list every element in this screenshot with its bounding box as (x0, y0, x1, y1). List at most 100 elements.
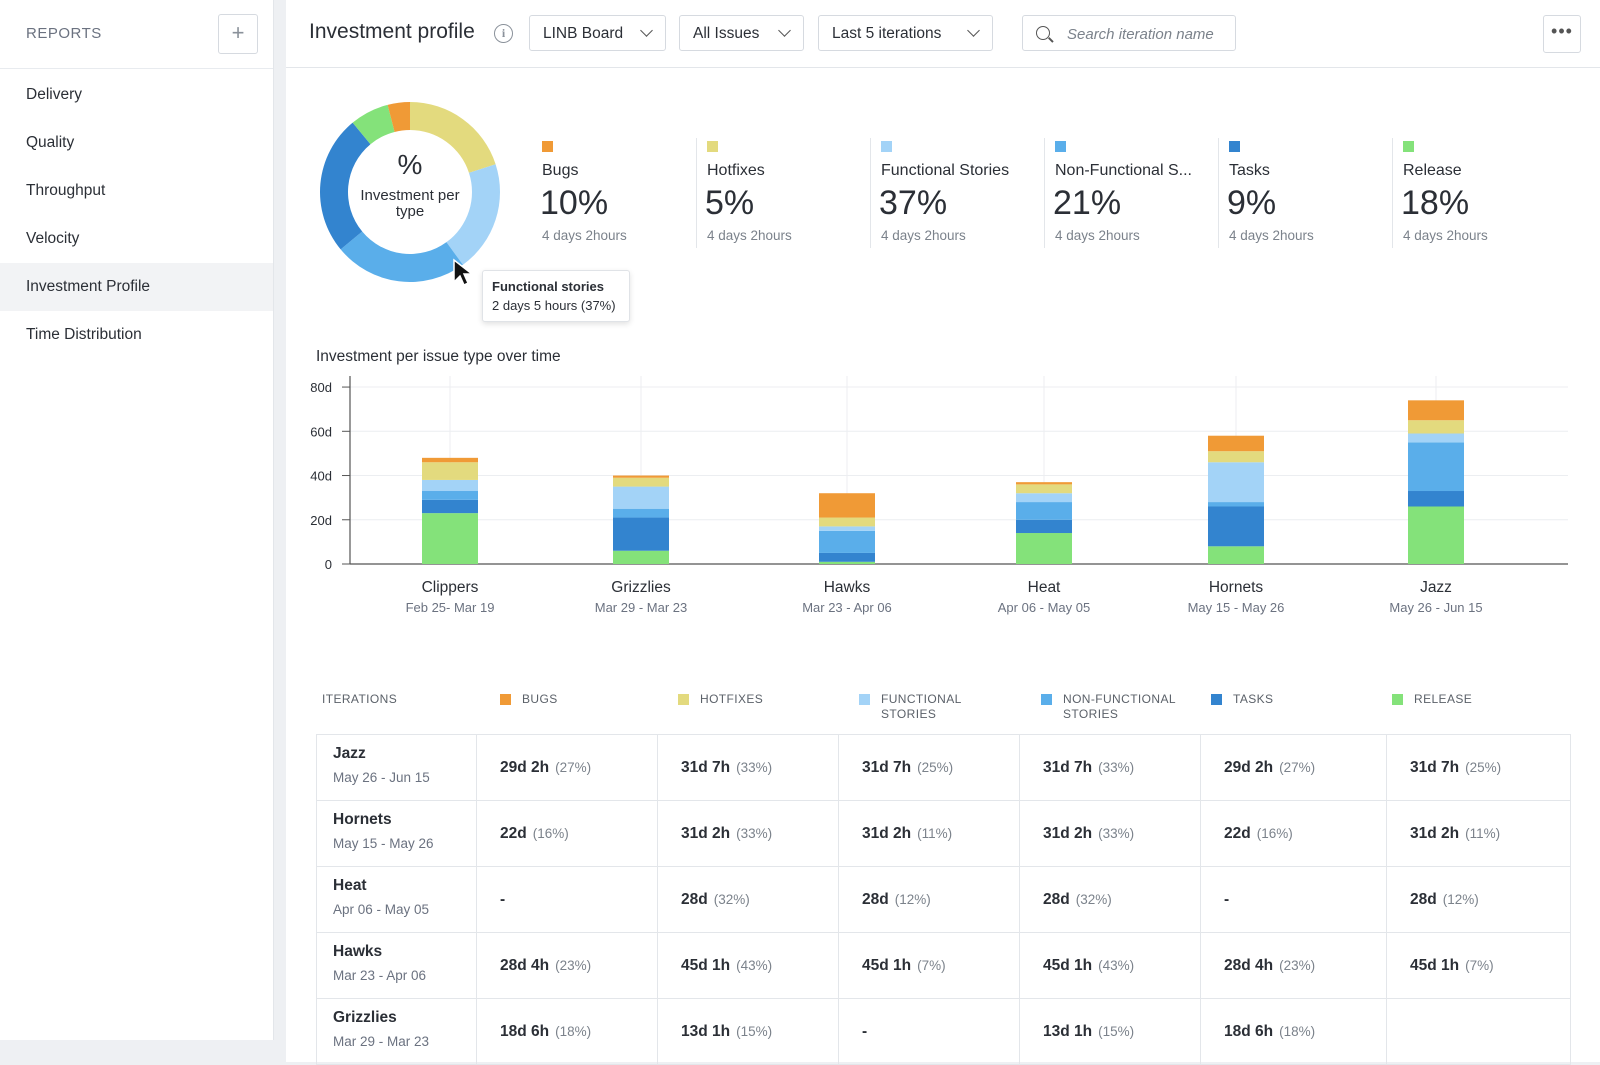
bar-segment-nonfunctional[interactable] (1408, 442, 1464, 492)
bar-segment-release[interactable] (1408, 506, 1464, 564)
bar-segment-release[interactable] (422, 513, 478, 564)
percent-value: (16%) (532, 826, 569, 841)
bar-segment-hotfixes[interactable] (422, 462, 478, 480)
duration-value: 45d 1h (1043, 957, 1093, 974)
donut-slice[interactable] (446, 164, 500, 265)
bar-segment-tasks[interactable] (1208, 506, 1264, 547)
donut-slice[interactable] (340, 231, 463, 282)
column-header[interactable]: ITERATIONS (322, 692, 398, 706)
bar-segment-tasks[interactable] (1016, 519, 1072, 534)
cell-value (1410, 1023, 1416, 1041)
sidebar-item[interactable]: Delivery (26, 86, 82, 103)
bar-segment-bugs[interactable] (1016, 482, 1072, 485)
column-header[interactable]: BUGS (522, 692, 558, 706)
duration-value: 45d 1h (862, 957, 912, 974)
bar-segment-tasks[interactable] (613, 517, 669, 551)
sidebar-item[interactable]: Time Distribution (26, 326, 142, 343)
donut-slice[interactable] (410, 102, 496, 173)
bar-segment-hotfixes[interactable] (1408, 420, 1464, 434)
stat-duration: 4 days 2hours (881, 228, 966, 243)
sidebar-item[interactable]: Investment Profile (0, 263, 273, 311)
cell-value: 28d (12%) (1410, 891, 1479, 909)
column-header[interactable]: NON-FUNCTIONAL STORIES (1063, 692, 1176, 721)
bar-segment-hotfixes[interactable] (1208, 451, 1264, 463)
legend-swatch (859, 694, 870, 705)
table-row[interactable]: Jazz May 26 - Jun 15 29d 2h (27%) 31d 7h (33%… (316, 735, 1571, 801)
add-report-button[interactable]: + (218, 14, 258, 54)
duration-value: 31d 2h (862, 825, 912, 842)
legend-swatch (1055, 141, 1066, 152)
value-cell: 31d 2h (11%) (838, 801, 1019, 866)
bar-segment-bugs[interactable] (819, 493, 875, 518)
bar-segment-functional[interactable] (819, 526, 875, 531)
donut-center: % Investment per type (320, 102, 500, 282)
bar-segment-release[interactable] (819, 561, 875, 564)
percent-value: (23%) (1279, 958, 1316, 973)
bar-segment-tasks[interactable] (422, 499, 478, 514)
column-header[interactable]: TASKS (1233, 692, 1274, 706)
bar-segment-hotfixes[interactable] (1016, 484, 1072, 494)
table-row[interactable]: Heat Apr 06 - May 05 - 28d (32%) 28d (12%) 28d (… (316, 867, 1571, 933)
percent-value: (15%) (736, 1024, 773, 1039)
iterations-dropdown[interactable]: Last 5 iterations (818, 15, 993, 51)
column-header[interactable]: FUNCTIONAL STORIES (881, 692, 962, 721)
bar-segment-functional[interactable] (422, 479, 478, 492)
sidebar-item[interactable]: Quality (26, 134, 75, 151)
bar-segment-hotfixes[interactable] (819, 517, 875, 527)
bar-segment-functional[interactable] (613, 486, 669, 509)
more-options-button[interactable]: ••• (1543, 15, 1581, 53)
issues-dropdown[interactable]: All Issues (679, 15, 804, 51)
x-category-label: Hawks (824, 579, 871, 596)
bar-segment-bugs[interactable] (1208, 435, 1264, 452)
bar-segment-functional[interactable] (1208, 462, 1264, 503)
info-icon[interactable]: i (494, 24, 513, 43)
cell-value: 45d 1h (7%) (1410, 957, 1494, 975)
sidebar-item[interactable]: Velocity (26, 230, 80, 247)
donut-slice[interactable] (320, 122, 371, 250)
duration-value: 29d 2h (1224, 759, 1274, 776)
board-dropdown[interactable]: LINB Board (529, 15, 666, 51)
percent-value: (11%) (1465, 826, 1501, 841)
search-input[interactable] (1065, 22, 1234, 46)
bar-segment-hotfixes[interactable] (613, 477, 669, 487)
donut-slice[interactable] (352, 104, 395, 145)
value-cell: 28d (32%) (657, 867, 838, 932)
bar-segment-nonfunctional[interactable] (1208, 502, 1264, 507)
column-header[interactable]: RELEASE (1414, 692, 1473, 706)
iteration-dates: Apr 06 - May 05 (333, 902, 430, 917)
issues-dropdown-label: All Issues (693, 25, 760, 42)
duration-value: - (862, 1023, 868, 1040)
bar-segment-nonfunctional[interactable] (819, 530, 875, 553)
value-cell: 31d 7h (25%) (838, 735, 1019, 800)
bar-segment-bugs[interactable] (613, 475, 669, 478)
donut-slice[interactable] (387, 102, 410, 132)
iteration-cell: Jazz May 26 - Jun 15 (316, 735, 476, 800)
bar-segment-functional[interactable] (1016, 493, 1072, 503)
bar-segment-release[interactable] (613, 550, 669, 564)
bar-segment-release[interactable] (1016, 533, 1072, 564)
duration-value: 18d 6h (500, 1023, 550, 1040)
table-row[interactable]: Hornets May 15 - May 26 22d (16%) 31d 2h (33%… (316, 801, 1571, 867)
bar-segment-functional[interactable] (1408, 433, 1464, 443)
chevron-down-icon (640, 24, 653, 37)
column-header[interactable]: HOTFIXES (700, 692, 764, 706)
sidebar-item[interactable]: Throughput (26, 182, 106, 199)
cell-value: 28d (12%) (862, 891, 931, 909)
cell-value: - (862, 1023, 873, 1041)
chevron-down-icon (967, 24, 980, 37)
bar-segment-nonfunctional[interactable] (1016, 502, 1072, 520)
bar-segment-bugs[interactable] (422, 457, 478, 463)
percent-value: (33%) (1098, 760, 1135, 775)
table-row[interactable]: Grizzlies Mar 29 - Mar 23 18d 6h (18%) 13d 1… (316, 999, 1571, 1065)
search-icon (1036, 26, 1050, 40)
bar-segment-release[interactable] (1208, 546, 1264, 564)
bar-segment-tasks[interactable] (819, 552, 875, 562)
table-row[interactable]: Hawks Mar 23 - Apr 06 28d 4h (23%) 45d 1h (43… (316, 933, 1571, 999)
bar-segment-nonfunctional[interactable] (422, 491, 478, 500)
bar-segment-tasks[interactable] (1408, 491, 1464, 507)
iteration-name: Grizzlies (333, 1009, 397, 1026)
bar-segment-bugs[interactable] (1408, 400, 1464, 421)
x-category-label: Clippers (422, 579, 479, 596)
duration-value: 31d 7h (1410, 759, 1460, 776)
bar-segment-nonfunctional[interactable] (613, 508, 669, 518)
